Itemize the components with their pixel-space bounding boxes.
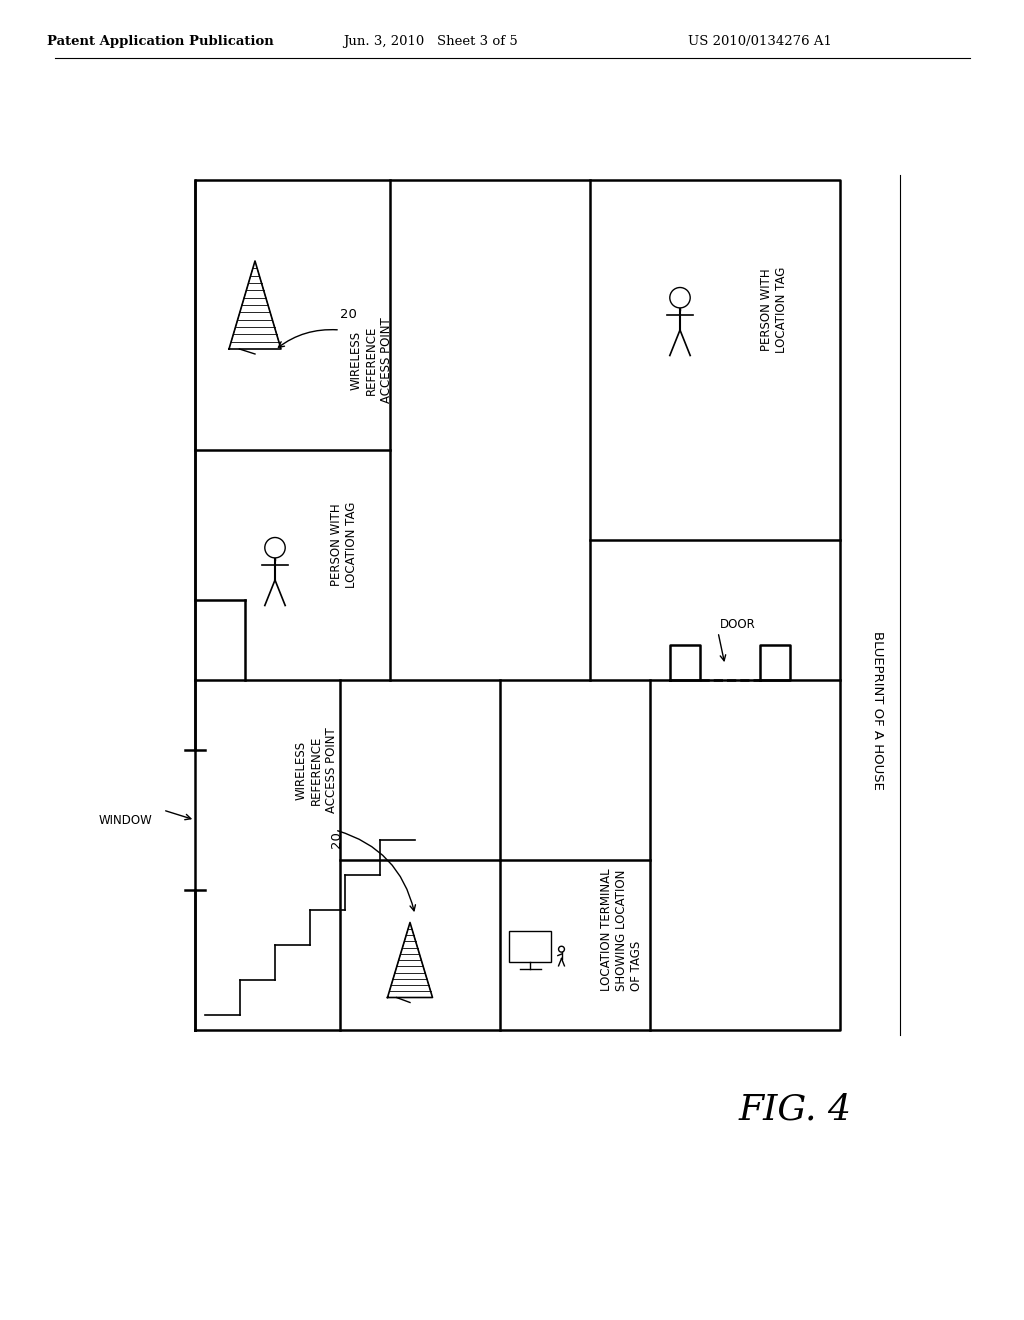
Bar [509,931,551,962]
Text: US 2010/0134276 A1: US 2010/0134276 A1 [688,36,831,49]
Text: Patent Application Publication: Patent Application Publication [47,36,273,49]
Text: 20: 20 [340,309,357,322]
Text: FIG. 4: FIG. 4 [738,1093,852,1127]
Polygon shape [229,261,281,348]
Text: 20: 20 [330,832,343,849]
Text: Jun. 3, 2010   Sheet 3 of 5: Jun. 3, 2010 Sheet 3 of 5 [343,36,517,49]
Text: PERSON WITH
LOCATION TAG: PERSON WITH LOCATION TAG [760,267,788,354]
Text: BLUEPRINT OF A HOUSE: BLUEPRINT OF A HOUSE [871,631,885,789]
Text: WIRELESS
REFERENCE
ACCESS POINT: WIRELESS REFERENCE ACCESS POINT [350,317,393,403]
Text: WINDOW: WINDOW [98,813,152,826]
Polygon shape [387,923,432,998]
Text: PERSON WITH
LOCATION TAG: PERSON WITH LOCATION TAG [330,502,358,589]
Text: DOOR: DOOR [720,619,756,631]
Text: WIRELESS
REFERENCE
ACCESS POINT: WIRELESS REFERENCE ACCESS POINT [295,727,338,813]
Text: LOCATION TERMINAL
SHOWING LOCATION
OF TAGS: LOCATION TERMINAL SHOWING LOCATION OF TA… [600,869,643,991]
